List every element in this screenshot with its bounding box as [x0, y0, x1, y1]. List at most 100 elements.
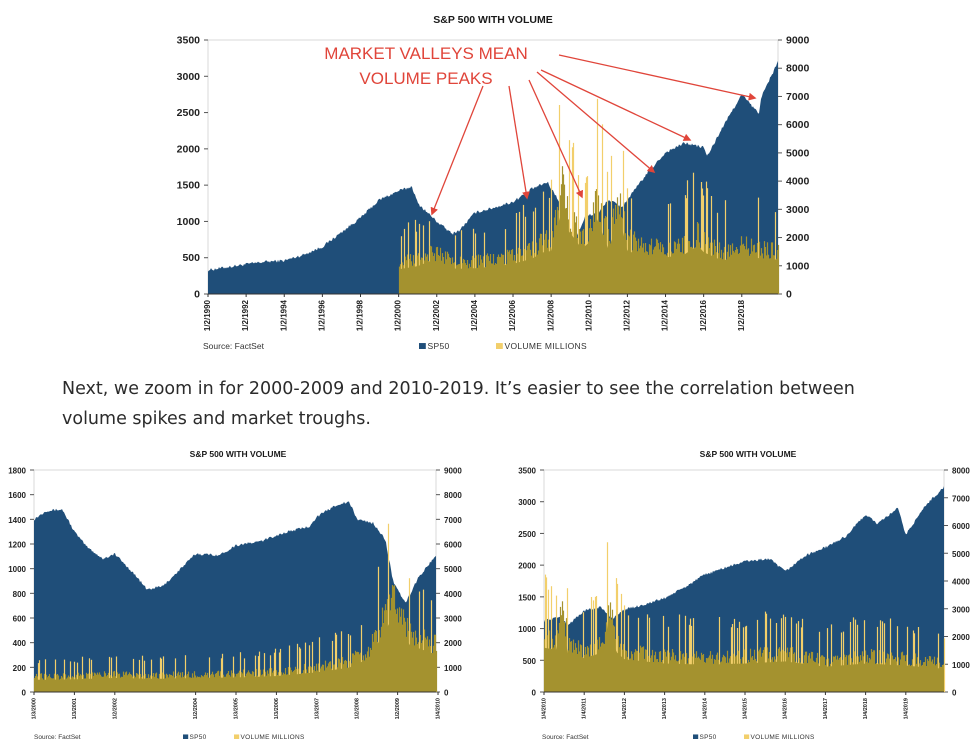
y-right-tick-label: 6000 [444, 541, 462, 550]
y-left-tick-label: 0 [22, 689, 27, 698]
y-left-tick-label: 1200 [8, 541, 26, 550]
y-right-tick-label: 3000 [952, 605, 970, 614]
chart-title: S&P 500 WITH VOLUME [700, 449, 797, 459]
y-right-tick-label: 9000 [444, 467, 462, 476]
y-right-tick-label: 5000 [952, 550, 970, 559]
y-right-tick-label: 7000 [952, 494, 970, 503]
legend-label-sp50: SP50 [700, 734, 717, 741]
y-left-tick-label: 200 [13, 664, 27, 673]
y-left-tick-label: 3500 [177, 35, 201, 47]
y-left-tick-label: 500 [523, 657, 537, 666]
y-right-tick-label: 7000 [786, 91, 810, 103]
y-left-tick-label: 1500 [177, 180, 201, 192]
y-right-tick-label: 8000 [444, 491, 462, 500]
y-right-tick-label: 0 [952, 689, 957, 698]
y-right-tick-label: 4000 [444, 590, 462, 599]
y-left-tick-label: 500 [182, 252, 200, 264]
annotation-arrow [508, 85, 530, 200]
y-left-tick-label: 3000 [177, 71, 201, 83]
y-right-tick-label: 2000 [952, 633, 970, 642]
chart-2010-2019-svg: S&P 500 WITH VOLUME 0 500 1000 1500 2000 2500 3… [518, 449, 970, 741]
x-tick-label: 1/2/2004 [470, 299, 479, 331]
annotation-arrow [430, 85, 484, 216]
x-tick-label: 1/3/2006 [274, 698, 280, 719]
y-left-tick-label: 2500 [518, 530, 536, 539]
legend-swatch-volume [234, 734, 240, 739]
x-tick-label: 1/4/2010 [435, 698, 441, 719]
x-tick-label: 1/2/2014 [661, 299, 670, 331]
legend-label-sp50: SP50 [190, 734, 207, 741]
y-right-tick-label: 1000 [786, 260, 810, 272]
x-tick-label: 1/4/2012 [622, 698, 628, 719]
sp50-area [208, 60, 778, 295]
x-tick-label: 1/3/2007 [314, 698, 320, 719]
chart-full-period: S&P 500 WITH VOLUME 0 500 1000 1500 2000 2500 3… [0, 0, 980, 360]
y-right-tick-label: 0 [444, 689, 449, 698]
source-note: Source: FactSet [542, 734, 589, 741]
chart-full-period-svg: S&P 500 WITH VOLUME 0 500 1000 1500 2000 2500 3… [177, 14, 810, 351]
volume-base-area [399, 208, 778, 294]
y-left-tick-label: 2000 [177, 143, 201, 155]
annotation-arrow [528, 79, 583, 199]
legend-label-volume: VOLUME MILLIONS [505, 341, 587, 351]
y-right-tick-label: 6000 [952, 522, 970, 531]
y-right-tick-label: 5000 [786, 147, 810, 159]
chart-title: S&P 500 WITH VOLUME [190, 449, 287, 459]
x-tick-label: 1/2/1992 [241, 299, 250, 331]
y-right-tick-label: 1000 [952, 661, 970, 670]
y-right-tick-label: 3000 [786, 204, 810, 216]
y-left-tick-label: 1500 [518, 593, 536, 602]
y-right-tick-label: 2000 [786, 232, 810, 244]
x-tick-label: 1/2/1994 [279, 299, 288, 331]
x-tick-label: 1/2/2010 [584, 299, 593, 331]
y-left-tick-label: 800 [13, 590, 27, 599]
x-tick-label: 1/2/2000 [394, 299, 403, 331]
x-tick-label: 1/4/2011 [582, 698, 588, 719]
y-right-tick-label: 4000 [952, 578, 970, 587]
x-tick-label: 1/2/1990 [203, 299, 212, 331]
legend-label-volume: VOLUME MILLIONS [751, 734, 815, 741]
legend-label-sp50: SP50 [428, 341, 450, 351]
y-left-tick-label: 1600 [8, 491, 26, 500]
x-tick-label: 1/4/2015 [742, 698, 748, 719]
x-tick-label: 1/3/2000 [31, 698, 37, 719]
x-tick-label: 1/2/2008 [546, 299, 555, 331]
y-left-tick-label: 3500 [518, 467, 536, 476]
y-left-tick-label: 3000 [518, 498, 536, 507]
narration-text: Next, we zoom in for 2000-2009 and 2010-… [62, 379, 855, 429]
chart-2000-2009-svg: S&P 500 WITH VOLUME 0 200 400 600 800 1000 1200… [8, 449, 462, 741]
annotation-arrow [540, 69, 692, 141]
annotation-line-2: VOLUME PEAKS [359, 69, 492, 88]
y-right-tick-label: 1000 [444, 664, 462, 673]
x-tick-label: 1/4/2014 [702, 697, 708, 719]
source-note: Source: FactSet [203, 341, 265, 351]
volume-base-area [544, 620, 944, 692]
y-left-tick-label: 1000 [518, 625, 536, 634]
y-left-tick-label: 0 [194, 289, 200, 301]
chart-title: S&P 500 WITH VOLUME [433, 14, 552, 26]
x-tick-label: 1/2/1998 [356, 299, 365, 331]
x-tick-label: 1/2/2009 [395, 698, 401, 719]
x-tick-label: 1/2/2002 [432, 299, 441, 331]
y-left-tick-label: 2500 [177, 107, 201, 119]
y-left-tick-label: 2000 [518, 562, 536, 571]
x-tick-label: 1/3/2005 [233, 698, 239, 719]
y-right-tick-label: 3000 [444, 615, 462, 624]
chart-2000-2009: S&P 500 WITH VOLUME 0 200 400 600 800 1000 1200… [0, 442, 490, 754]
annotation-line-1: MARKET VALLEYS MEAN [324, 44, 527, 63]
y-right-tick-label: 5000 [444, 565, 462, 574]
legend-swatch-volume [744, 734, 750, 739]
y-left-tick-label: 1000 [177, 216, 201, 228]
legend-swatch-volume [496, 343, 503, 349]
y-right-tick-label: 8000 [786, 63, 810, 75]
x-tick-label: 1/2/1996 [317, 299, 326, 331]
y-left-tick-label: 1000 [8, 565, 26, 574]
volume-base-area [34, 616, 436, 692]
annotation-arrow [558, 54, 757, 101]
x-tick-label: 1/4/2013 [662, 698, 668, 719]
y-right-tick-label: 7000 [444, 516, 462, 525]
x-tick-label: 1/4/2017 [823, 698, 829, 719]
y-left-tick-label: 400 [13, 639, 27, 648]
x-tick-label: 1/2/2018 [737, 299, 746, 331]
x-tick-label: 1/4/2016 [783, 698, 789, 719]
